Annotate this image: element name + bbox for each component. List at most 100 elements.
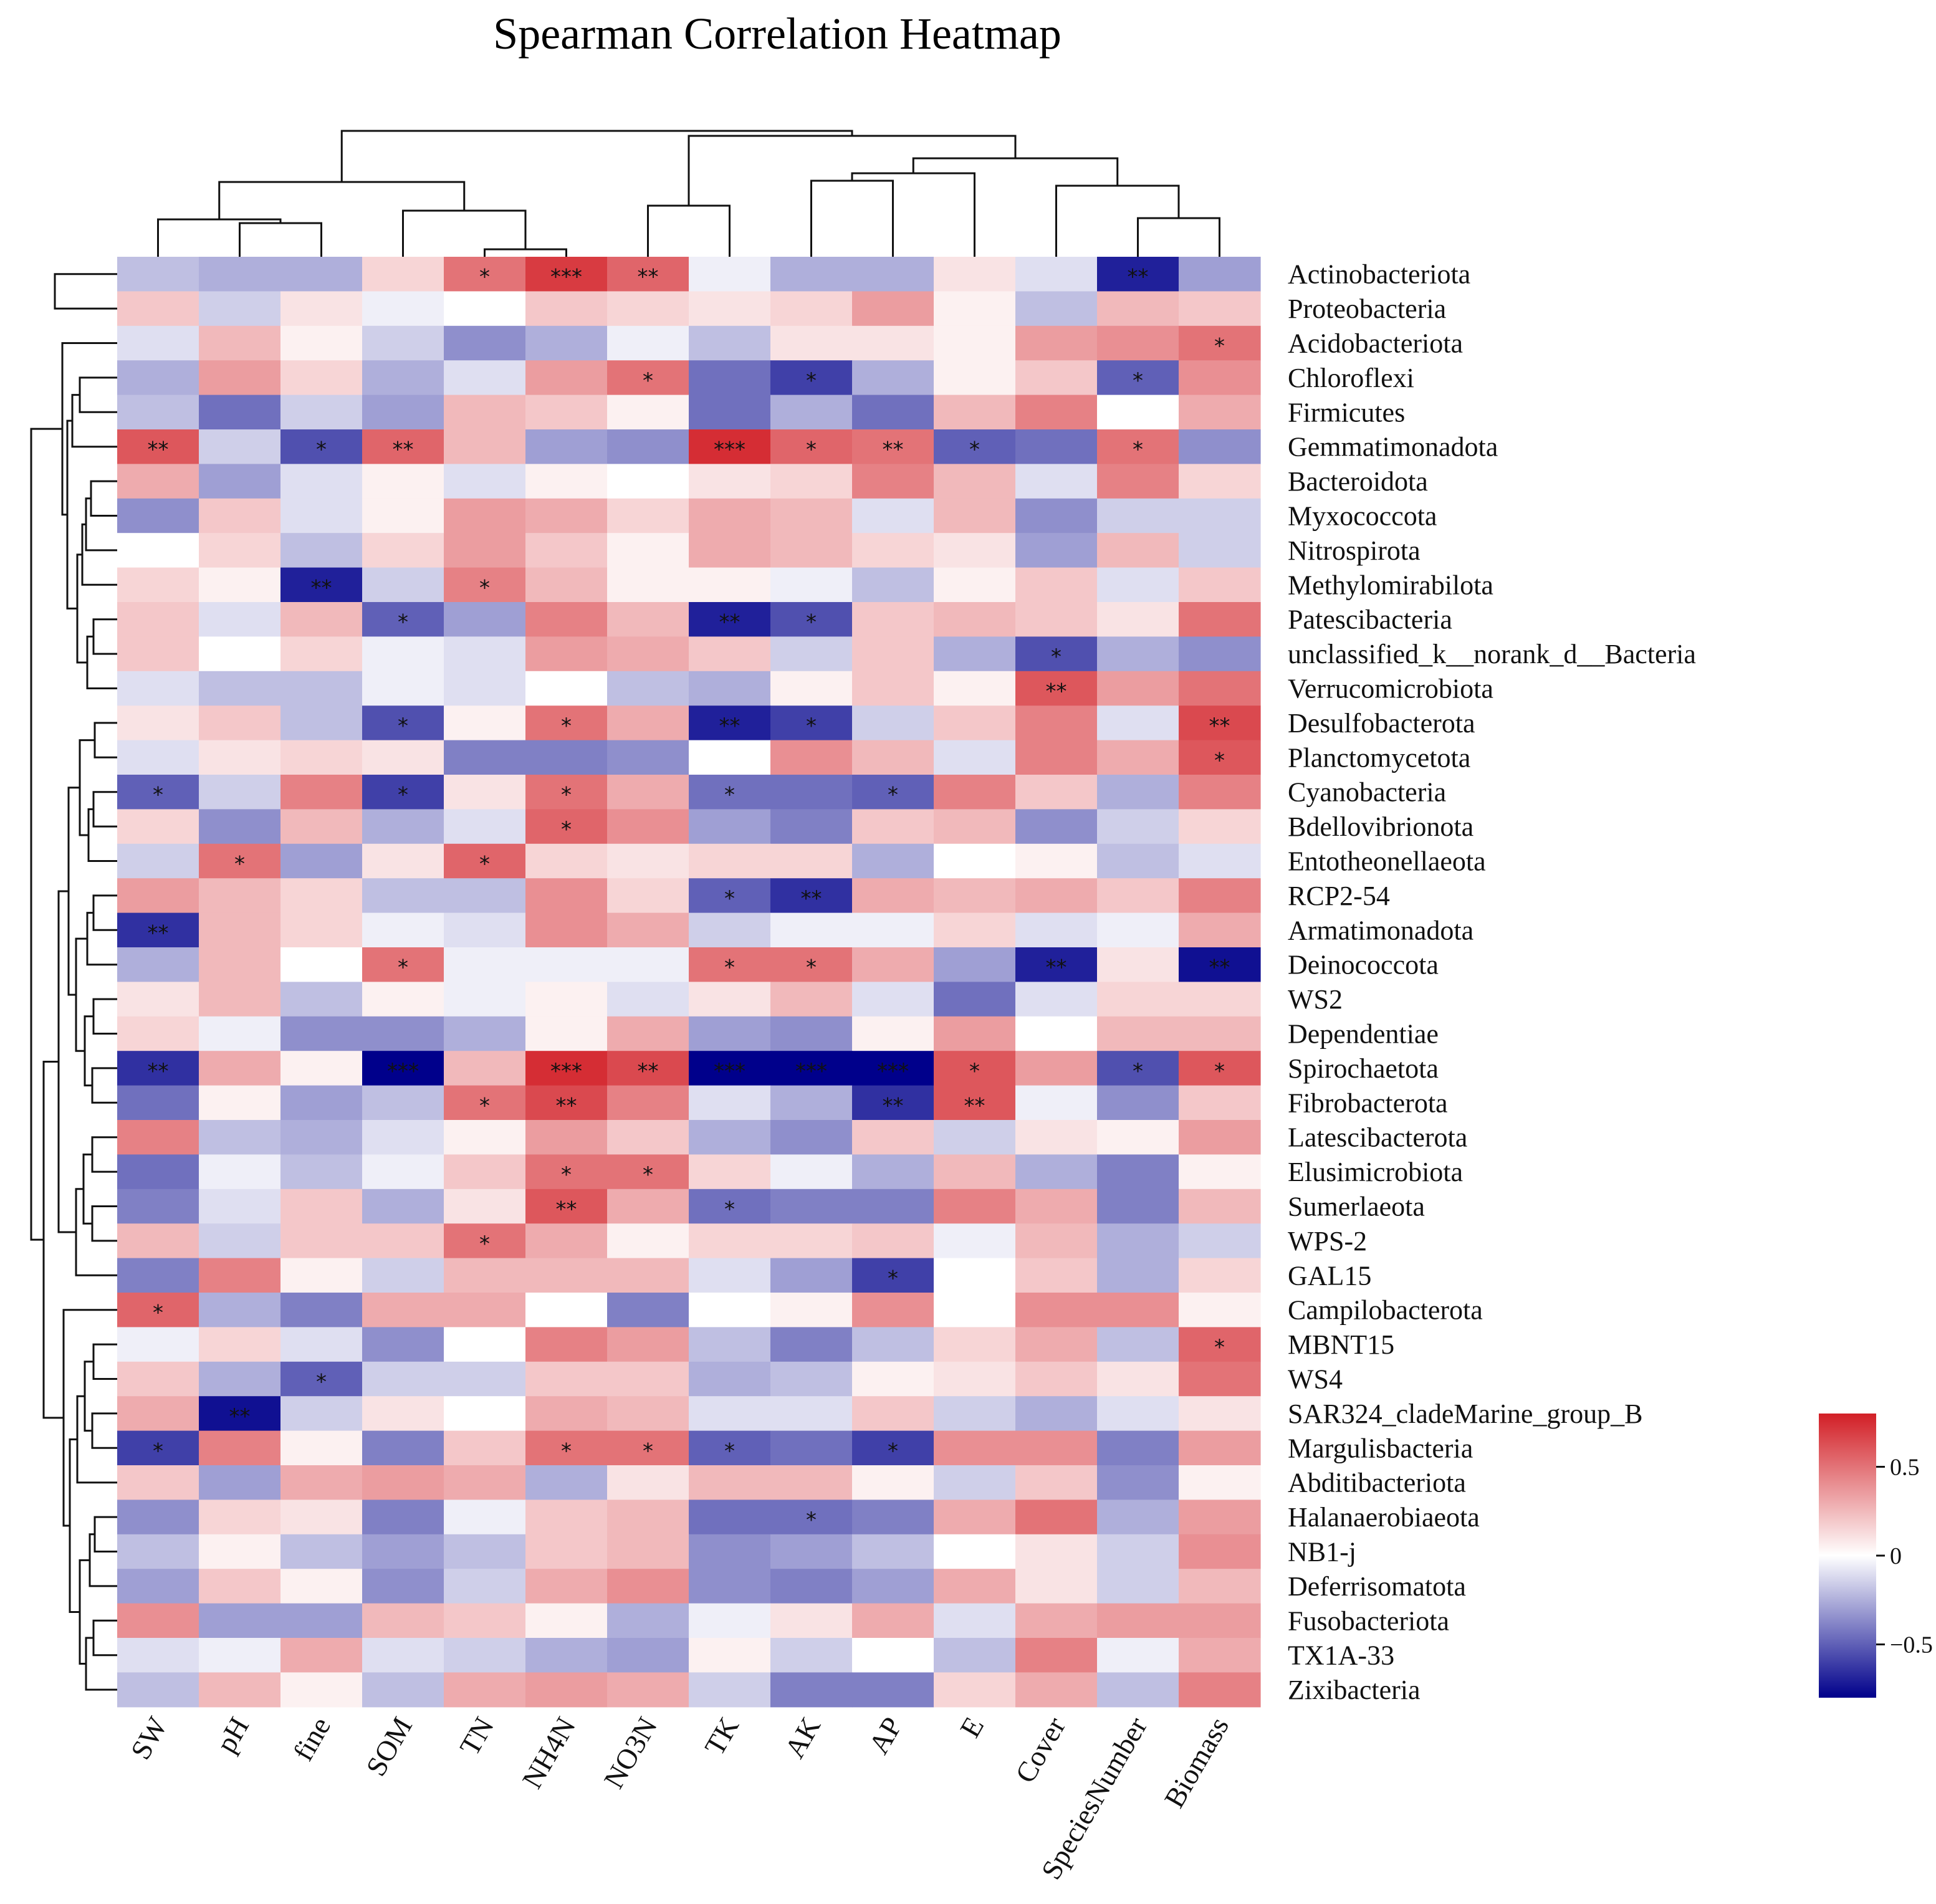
heatmap-cell <box>1179 1120 1261 1155</box>
heatmap-cell <box>117 1465 199 1500</box>
heatmap-cell <box>852 533 934 568</box>
heatmap-cell <box>689 947 771 982</box>
heatmap-cell <box>525 1465 608 1500</box>
heatmap-cell <box>1097 671 1179 706</box>
heatmap-cell <box>280 1051 363 1086</box>
heatmap-cell <box>525 636 608 672</box>
heatmap-cell <box>607 1672 689 1708</box>
heatmap-cell <box>1015 878 1098 914</box>
heatmap-cell <box>362 947 444 982</box>
significance-mark: * <box>479 852 490 877</box>
heatmap-cell <box>934 602 1016 637</box>
heatmap-cell <box>444 1327 526 1362</box>
heatmap-cell <box>607 1569 689 1604</box>
row-label: Bdellovibrionota <box>1288 811 1474 842</box>
heatmap-cell <box>280 1085 363 1121</box>
heatmap-cell <box>770 395 853 430</box>
row-label: Abditibacteriota <box>1288 1468 1466 1498</box>
heatmap-cell <box>1179 360 1261 396</box>
significance-mark: * <box>398 783 408 808</box>
significance-mark: ** <box>638 1059 659 1084</box>
heatmap-cell <box>770 1327 853 1362</box>
heatmap-cell <box>117 395 199 430</box>
significance-mark: * <box>806 955 817 980</box>
heatmap-cell <box>117 1154 199 1190</box>
heatmap-cell <box>1015 1085 1098 1121</box>
heatmap-cell <box>1015 1361 1098 1397</box>
heatmap-cell <box>362 1672 444 1708</box>
row-dendrogram <box>30 273 117 1691</box>
heatmap-cell <box>1179 1051 1261 1086</box>
heatmap-cell <box>444 878 526 914</box>
heatmap-cell <box>280 567 363 603</box>
heatmap-cell <box>117 1085 199 1121</box>
heatmap-cell <box>444 1465 526 1500</box>
row-label: Nitrospirota <box>1288 535 1421 566</box>
heatmap-cell <box>199 1223 281 1259</box>
heatmap-cell <box>852 671 934 706</box>
heatmap-cell <box>607 1638 689 1673</box>
heatmap-cell <box>525 1016 608 1051</box>
heatmap-cell <box>934 706 1016 741</box>
heatmap-cell <box>770 1223 853 1259</box>
heatmap-cell <box>852 1258 934 1293</box>
heatmap-cell <box>280 1154 363 1190</box>
heatmap-cell <box>607 464 689 499</box>
heatmap-cell <box>280 1189 363 1224</box>
heatmap-cell <box>607 567 689 603</box>
heatmap-cell <box>852 1430 934 1466</box>
heatmap-cell <box>689 843 771 879</box>
heatmap-cell <box>852 1534 934 1569</box>
significance-mark: * <box>806 714 817 739</box>
heatmap-cell <box>280 533 363 568</box>
heatmap-cell <box>444 533 526 568</box>
heatmap-cell <box>1179 1327 1261 1362</box>
heatmap-cell <box>280 1327 363 1362</box>
heatmap-cell <box>852 1120 934 1155</box>
heatmap-cell <box>689 360 771 396</box>
heatmap-cell <box>689 982 771 1017</box>
heatmap-cell <box>934 1085 1016 1121</box>
significance-mark: * <box>724 1438 735 1463</box>
heatmap-cell <box>280 982 363 1017</box>
heatmap-cell <box>607 1120 689 1155</box>
row-label: Entotheonellaeota <box>1288 846 1486 877</box>
heatmap-cell <box>689 1051 771 1086</box>
heatmap-cell <box>280 1672 363 1708</box>
heatmap-cell <box>770 982 853 1017</box>
heatmap-cell <box>280 464 363 499</box>
heatmap-cell <box>689 740 771 775</box>
heatmap-cell <box>362 1120 444 1155</box>
heatmap-cell <box>934 1569 1016 1604</box>
row-dendrogram-link <box>92 1343 117 1380</box>
heatmap-cell <box>607 257 689 292</box>
significance-mark: ** <box>801 886 822 911</box>
heatmap-cell <box>607 1223 689 1259</box>
heatmap-cell <box>117 464 199 499</box>
row-dendrogram-link <box>86 912 117 966</box>
heatmap-cell <box>852 1396 934 1432</box>
heatmap-cell <box>1097 1638 1179 1673</box>
significance-mark: ** <box>883 438 904 462</box>
heatmap-cell <box>770 291 853 327</box>
heatmap-cell <box>444 567 526 603</box>
heatmap-cell <box>852 1465 934 1500</box>
heatmap-cell <box>934 1430 1016 1466</box>
heatmap-cell <box>199 533 281 568</box>
row-label: Verrucomicrobiota <box>1288 674 1493 704</box>
heatmap-cell <box>444 636 526 672</box>
heatmap-cell <box>1097 1500 1179 1535</box>
heatmap-cell <box>689 602 771 637</box>
heatmap-cell <box>199 257 281 292</box>
heatmap-cell <box>199 740 281 775</box>
significance-mark: * <box>724 1197 735 1222</box>
heatmap-cell <box>444 809 526 844</box>
row-label: Desulfobacterota <box>1288 708 1475 739</box>
significance-mark: * <box>153 1301 163 1326</box>
row-dendrogram-link <box>92 618 117 655</box>
significance-mark: * <box>479 265 490 290</box>
heatmap-cell <box>199 982 281 1017</box>
heatmap-cell <box>117 1638 199 1673</box>
row-label: Methylomirabilota <box>1288 570 1493 600</box>
heatmap-cell <box>199 395 281 430</box>
